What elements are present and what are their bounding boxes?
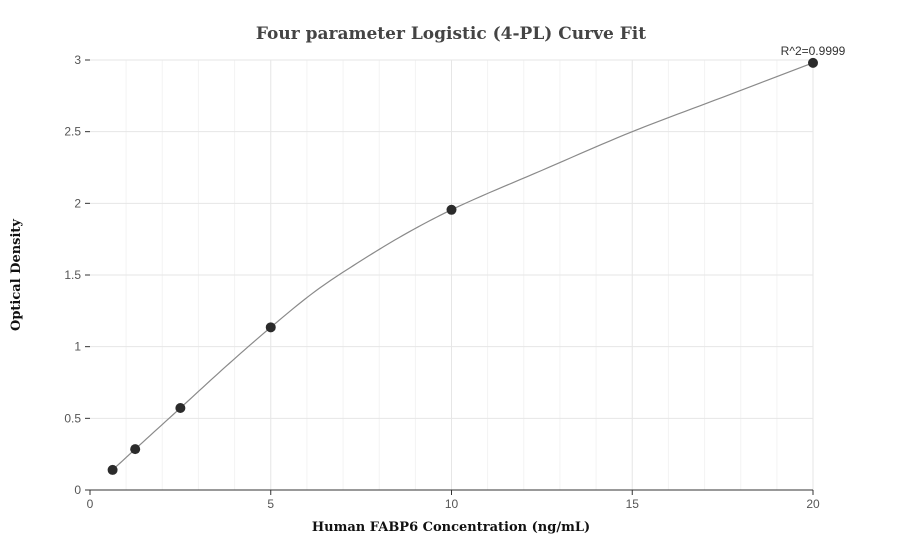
x-ticks: 0 5 10 15 20 xyxy=(87,490,820,511)
y-tick-label: 0.5 xyxy=(64,411,81,425)
x-tick-label: 20 xyxy=(806,497,820,511)
y-tick-label: 2 xyxy=(74,196,81,210)
y-axis-title: Optical Density xyxy=(9,219,24,331)
y-tick-label: 3 xyxy=(74,53,81,67)
chart-title: Four parameter Logistic (4-PL) Curve Fit xyxy=(256,24,646,44)
y-ticks: 0 0.5 1 1.5 2 2.5 3 xyxy=(64,53,90,497)
data-point xyxy=(265,322,276,333)
fit-curve xyxy=(112,62,814,471)
x-tick-label: 5 xyxy=(267,497,274,511)
y-tick-label: 1.5 xyxy=(64,268,81,282)
y-tick-label: 0 xyxy=(74,483,81,497)
grid xyxy=(90,59,814,490)
data-points xyxy=(107,57,818,475)
y-tick-label: 2.5 xyxy=(64,125,81,139)
data-point xyxy=(446,204,457,215)
y-tick-label: 1 xyxy=(74,340,81,354)
x-tick-label: 15 xyxy=(626,497,640,511)
data-point xyxy=(107,464,118,475)
x-tick-label: 0 xyxy=(87,497,94,511)
x-tick-label: 10 xyxy=(445,497,459,511)
data-point xyxy=(130,444,141,455)
x-axis-title: Human FABP6 Concentration (ng/mL) xyxy=(312,520,590,535)
data-point xyxy=(808,57,818,68)
r-squared-annotation: R^2=0.9999 xyxy=(781,44,846,58)
data-point xyxy=(175,403,186,414)
